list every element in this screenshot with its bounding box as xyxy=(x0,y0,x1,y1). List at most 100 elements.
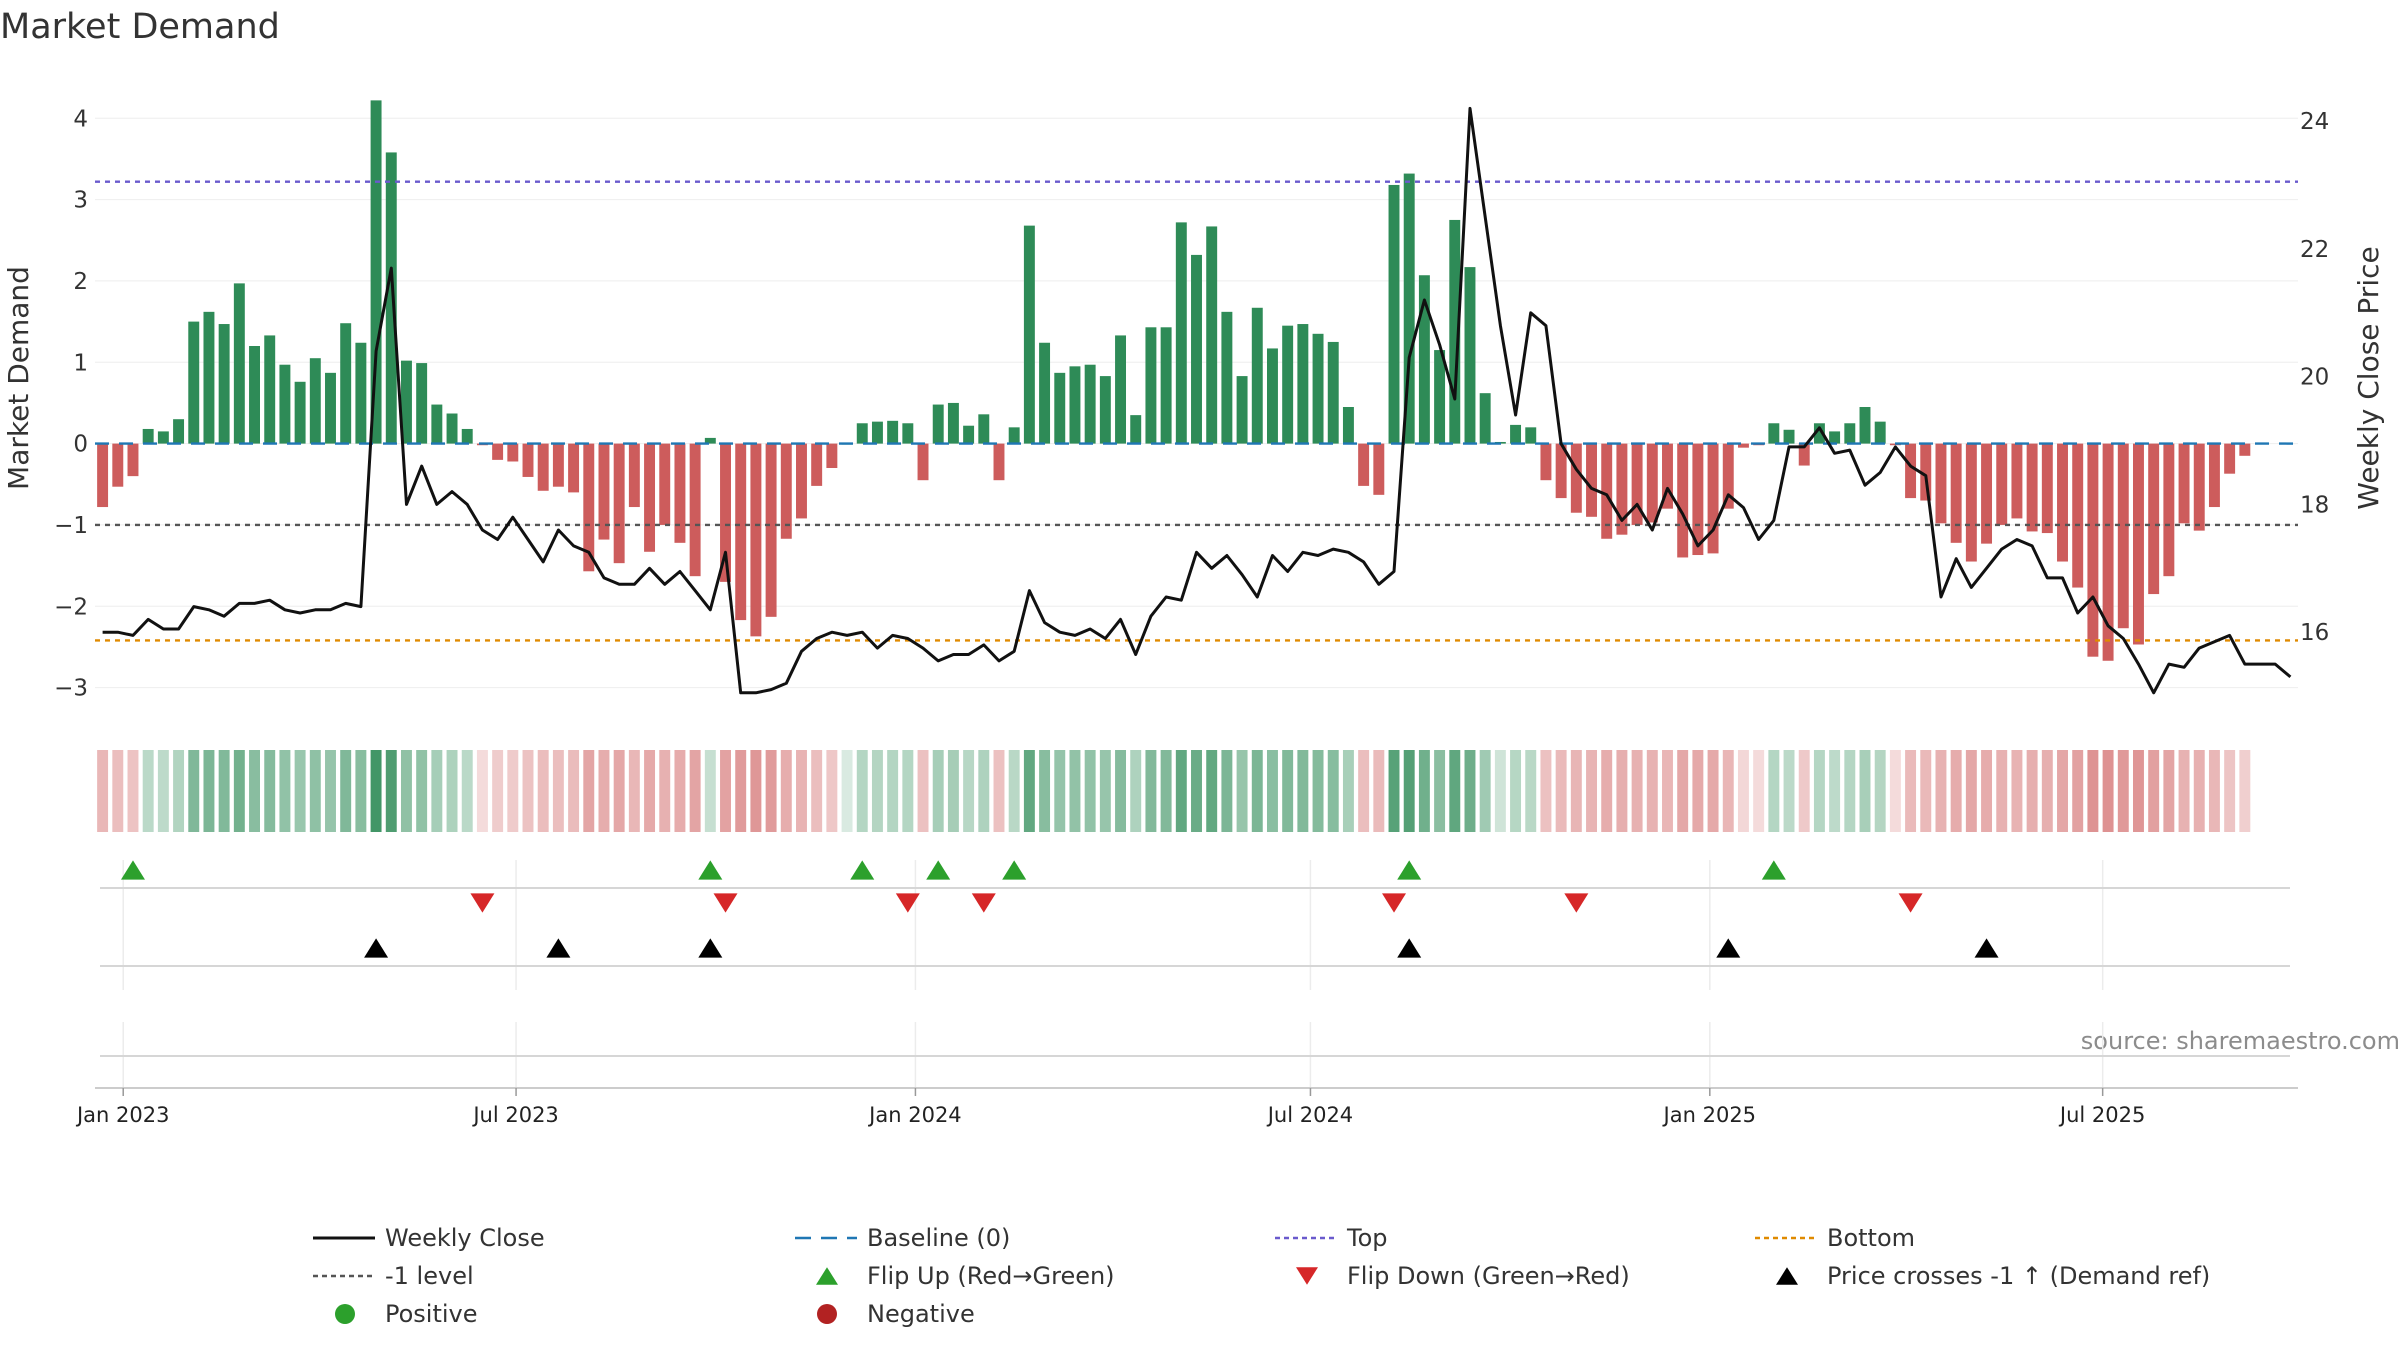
legend-item-flip-down: Flip Down (Green→Red) xyxy=(1296,1262,1630,1290)
demand-bar xyxy=(1373,443,1385,495)
legend-label: Negative xyxy=(867,1300,975,1328)
demand-bar xyxy=(1586,443,1597,517)
demand-bar xyxy=(1342,407,1354,444)
demand-bar xyxy=(1130,415,1142,444)
demand-bar xyxy=(1084,364,1096,444)
demand-bar xyxy=(1251,307,1263,444)
heat-cell xyxy=(1115,750,1127,832)
demand-bar xyxy=(325,372,336,444)
demand-bar xyxy=(932,404,944,444)
heat-cell xyxy=(917,750,929,832)
demand-bar xyxy=(400,360,412,444)
demand-bar xyxy=(340,323,352,444)
heat-cell xyxy=(188,750,200,832)
demand-bar xyxy=(1145,327,1157,444)
heat-cell xyxy=(1646,750,1658,832)
heat-cell xyxy=(1206,750,1218,832)
demand-bar xyxy=(1631,443,1643,525)
heat-cell xyxy=(340,750,352,832)
demand-bar xyxy=(1616,443,1628,535)
legend-label: Flip Down (Green→Red) xyxy=(1347,1262,1630,1290)
demand-bar xyxy=(689,443,701,577)
heat-cell xyxy=(1692,750,1704,832)
demand-bar xyxy=(947,402,959,444)
heat-cell xyxy=(1191,750,1202,832)
heat-cell xyxy=(1737,750,1749,832)
price-cross-marker xyxy=(546,938,571,958)
heat-cell xyxy=(1874,750,1886,832)
heat-cell xyxy=(1920,750,1932,832)
heat-cell xyxy=(1722,750,1734,832)
heat-cell xyxy=(1570,750,1582,832)
demand-bar xyxy=(1540,443,1552,481)
heat-cell xyxy=(1601,750,1613,832)
heat-cell xyxy=(2148,750,2160,832)
legend-label: Baseline (0) xyxy=(867,1224,1010,1252)
demand-bar xyxy=(1525,427,1537,444)
axes: 4 3 2 1 0 −1 −2 −3 24 22 20 18 16 Jan 2023 Jul 2023 Jan… xyxy=(54,106,2329,1127)
heat-cell xyxy=(552,750,564,832)
heat-cell xyxy=(1965,750,1977,832)
heat-cell xyxy=(233,750,245,832)
legend-item-baseline: Baseline (0) xyxy=(795,1224,1010,1252)
heat-cell xyxy=(841,750,853,832)
demand-bar xyxy=(796,443,807,519)
demand-bar xyxy=(978,414,990,444)
heat-cell xyxy=(1069,750,1081,832)
demand-bar xyxy=(1403,173,1415,444)
demand-bar xyxy=(1783,429,1795,444)
heat-cell xyxy=(385,750,397,832)
heat-cell xyxy=(720,750,731,832)
heat-cell xyxy=(674,750,686,832)
heat-cell xyxy=(2102,750,2114,832)
legend-item-negative: Negative xyxy=(817,1300,975,1328)
demand-bar xyxy=(2041,443,2053,534)
demand-bar xyxy=(659,443,671,525)
heat-cell xyxy=(1859,750,1871,832)
heat-cell xyxy=(1555,750,1567,832)
heat-cell xyxy=(461,750,473,832)
heat-cell xyxy=(978,750,990,832)
legend-label: Positive xyxy=(385,1300,478,1328)
demand-bar xyxy=(1266,348,1278,444)
price-cross-marker xyxy=(1716,938,1741,958)
demand-bar xyxy=(1874,421,1886,444)
demand-bar xyxy=(507,443,519,462)
heat-cell xyxy=(2178,750,2190,832)
y-right-tick-label: 20 xyxy=(2300,365,2329,391)
demand-bar xyxy=(1935,443,1947,524)
heat-cell xyxy=(2193,750,2205,832)
demand-bar xyxy=(735,443,747,621)
demand-bar xyxy=(1737,443,1749,448)
demand-bar xyxy=(1449,219,1461,444)
demand-bar xyxy=(2208,443,2220,508)
heat-cell xyxy=(1479,750,1491,832)
demand-bar xyxy=(2102,443,2114,661)
demand-bar xyxy=(385,152,397,444)
price-cross-marker xyxy=(1974,938,1999,958)
y-left-tick-label: −2 xyxy=(54,594,88,620)
demand-bar xyxy=(1905,443,1917,499)
heat-cell xyxy=(1221,750,1233,832)
demand-bar xyxy=(1768,423,1780,444)
demand-bar xyxy=(856,423,868,444)
demand-bar xyxy=(1707,443,1719,554)
price-cross-marker xyxy=(1397,938,1422,958)
flip-down-marker xyxy=(971,893,996,913)
demand-bar xyxy=(674,443,686,543)
demand-bar xyxy=(704,437,716,444)
heat-cell xyxy=(97,750,109,832)
demand-bar xyxy=(188,321,200,444)
heat-cell xyxy=(294,750,306,832)
heat-cell xyxy=(796,750,807,832)
y-right-tick-label: 24 xyxy=(2300,109,2329,135)
heat-cell xyxy=(1342,750,1354,832)
heat-cell xyxy=(1373,750,1385,832)
demand-bar xyxy=(461,428,473,444)
demand-bar xyxy=(264,335,276,444)
flip-up-marker xyxy=(1397,860,1422,880)
heat-cell xyxy=(1798,750,1810,832)
heat-cell xyxy=(173,750,185,832)
demand-bar xyxy=(1434,350,1446,444)
legend: Weekly Close Baseline (0) Top Bottom -1 leve… xyxy=(313,1224,2210,1328)
